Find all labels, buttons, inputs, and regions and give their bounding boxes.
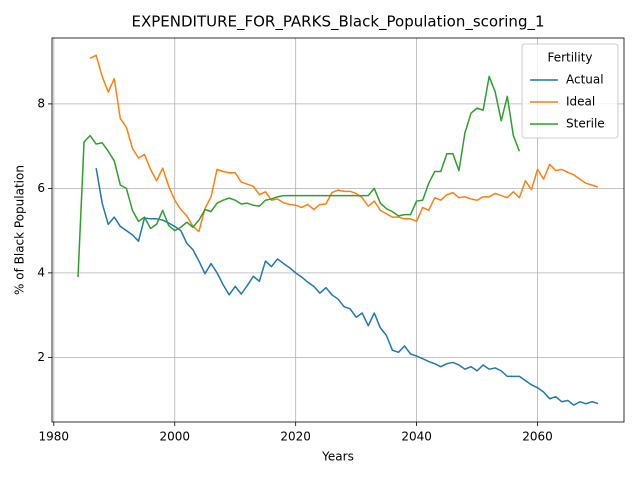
x-axis-label: Years	[321, 450, 354, 464]
y-tick-label: 2	[37, 350, 45, 364]
axes-frame	[51, 37, 625, 423]
chart-title: EXPENDITURE_FOR_PARKS_Black_Population_s…	[131, 13, 544, 32]
y-tick-label: 4	[37, 265, 45, 279]
y-axis-label: % of Black Population	[13, 165, 27, 295]
legend-title: Fertility	[547, 51, 592, 65]
data-line	[95, 167, 599, 406]
data-line	[77, 75, 521, 278]
x-tick-label: 2000	[159, 430, 190, 444]
legend-label: Sterile	[566, 117, 605, 131]
y-tick-label: 8	[37, 96, 45, 110]
legend-box	[521, 43, 619, 139]
data-line	[89, 54, 599, 233]
x-tick-label: 1980	[39, 430, 70, 444]
x-tick-label: 2060	[522, 430, 553, 444]
legend-label: Ideal	[566, 95, 595, 109]
x-tick-label: 2040	[401, 430, 432, 444]
legend-label: Actual	[566, 73, 604, 87]
x-tick-label: 2020	[280, 430, 311, 444]
y-tick-label: 6	[37, 181, 45, 195]
